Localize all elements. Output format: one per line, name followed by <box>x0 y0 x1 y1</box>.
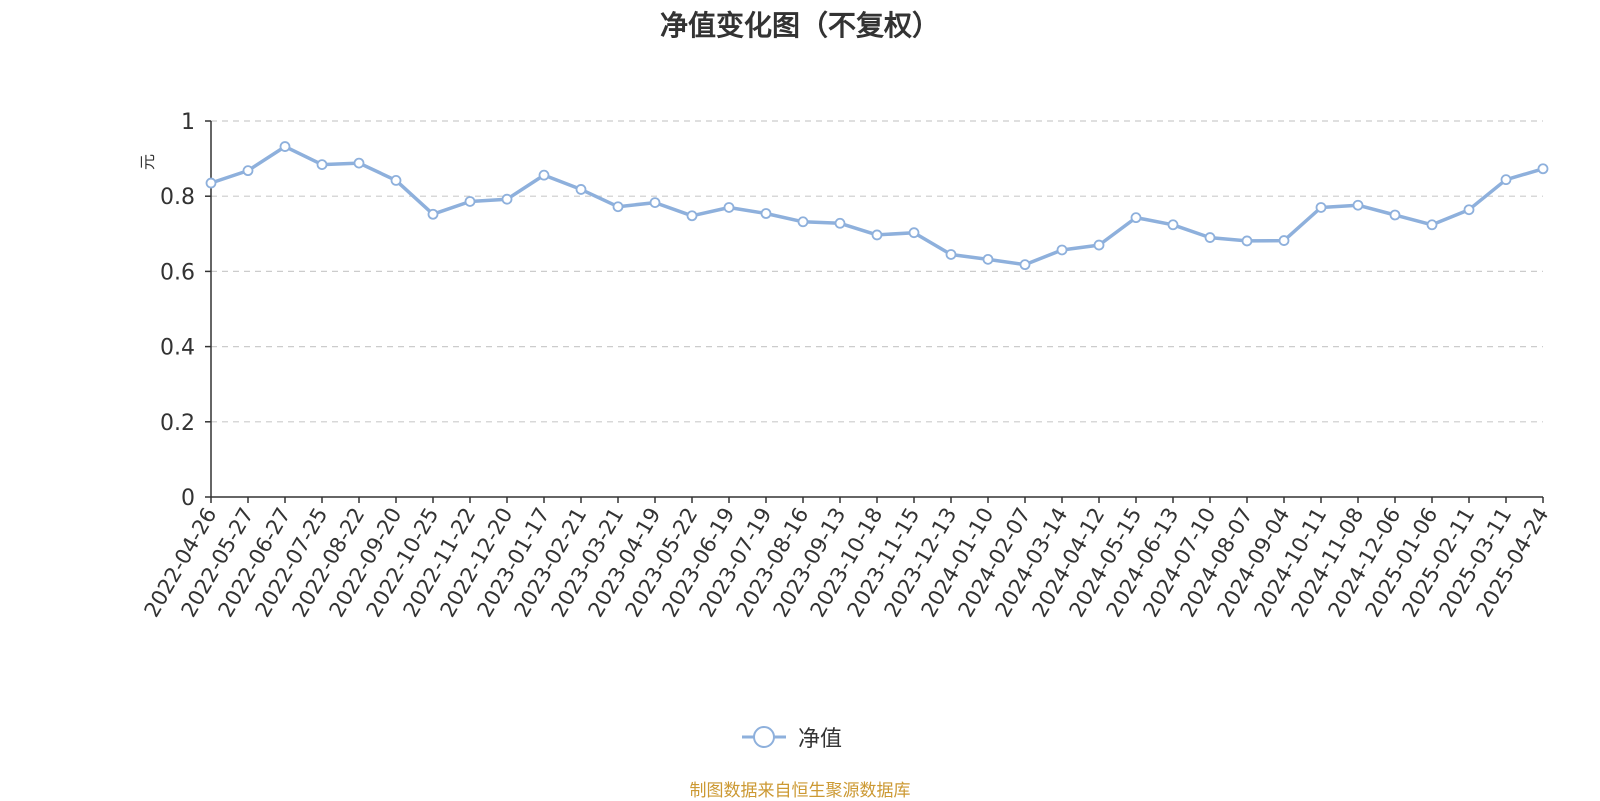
data-point[interactable] <box>1352 199 1364 211</box>
data-point[interactable] <box>390 175 402 186</box>
data-point[interactable] <box>427 208 439 220</box>
data-point[interactable] <box>205 177 217 189</box>
source-note: 制图数据来自恒生聚源数据库 <box>689 781 911 801</box>
data-point[interactable] <box>1130 212 1142 224</box>
data-point[interactable] <box>316 159 328 171</box>
data-point[interactable] <box>1389 209 1401 221</box>
data-point[interactable] <box>1167 219 1179 231</box>
data-point[interactable] <box>649 197 661 208</box>
data-point[interactable] <box>353 157 365 169</box>
data-point[interactable] <box>908 227 920 239</box>
data-point[interactable] <box>575 184 587 195</box>
data-point[interactable] <box>871 229 883 241</box>
data-point[interactable] <box>797 216 809 228</box>
data-point[interactable] <box>501 193 513 205</box>
y-tick-label: 0.4 <box>160 336 195 361</box>
axes: 00.20.40.60.812022-04-262022-05-272022-0… <box>140 110 1554 621</box>
y-tick-label: 0 <box>181 486 195 511</box>
data-point[interactable] <box>1204 232 1216 243</box>
data-point[interactable] <box>1056 244 1068 256</box>
data-point[interactable] <box>982 253 994 265</box>
y-tick-label: 1 <box>181 110 195 135</box>
chart-title: 净值变化图（不复权） <box>659 9 940 42</box>
data-point[interactable] <box>945 249 957 260</box>
data-point[interactable] <box>464 196 476 207</box>
data-point[interactable] <box>1500 174 1512 186</box>
data-point[interactable] <box>834 217 846 229</box>
y-tick-label: 0.2 <box>160 411 195 436</box>
data-point[interactable] <box>1278 235 1290 246</box>
data-points <box>205 141 1549 271</box>
grid-lines <box>211 120 1543 423</box>
data-point[interactable] <box>1315 202 1327 213</box>
data-point[interactable] <box>1093 239 1105 251</box>
data-point[interactable] <box>279 141 291 152</box>
legend-label: 净值 <box>798 727 843 752</box>
series-line <box>209 144 1545 267</box>
data-point[interactable] <box>686 210 698 222</box>
data-point[interactable] <box>1537 163 1549 175</box>
data-point[interactable] <box>1463 204 1475 216</box>
data-point[interactable] <box>1019 259 1031 271</box>
legend-line-circle-icon <box>742 726 786 748</box>
data-point[interactable] <box>242 165 254 177</box>
data-point[interactable] <box>538 169 550 181</box>
y-axis-label: 元 <box>138 154 157 170</box>
y-tick-label: 0.6 <box>160 260 195 285</box>
data-point[interactable] <box>1241 235 1253 247</box>
series-layer <box>209 144 1545 267</box>
data-point[interactable] <box>612 201 624 213</box>
data-point[interactable] <box>723 202 735 213</box>
data-point[interactable] <box>760 208 772 219</box>
legend[interactable]: 净值 <box>740 722 842 752</box>
y-tick-label: 0.8 <box>160 185 195 210</box>
data-point[interactable] <box>1426 219 1438 231</box>
